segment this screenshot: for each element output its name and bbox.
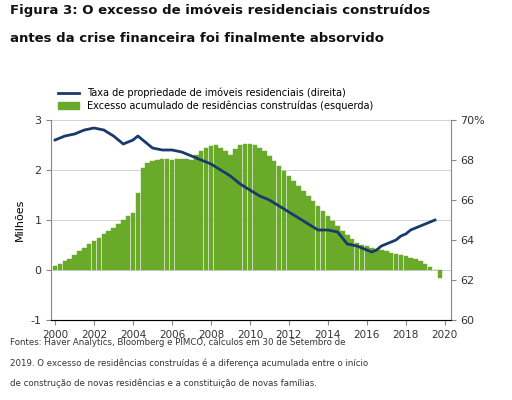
Bar	[360, 245, 364, 270]
Bar	[228, 155, 232, 270]
Bar	[374, 249, 379, 270]
Text: Fontes: Haver Analytics, Bloomberg e PIMCO, cálculos em 30 de Setembro de: Fontes: Haver Analytics, Bloomberg e PIM…	[10, 338, 346, 347]
Bar	[121, 220, 125, 270]
Bar	[345, 235, 350, 270]
Y-axis label: Milhões: Milhões	[15, 199, 25, 241]
Bar	[72, 255, 77, 270]
Bar	[155, 160, 160, 270]
Bar	[399, 255, 403, 270]
Bar	[262, 151, 267, 270]
Bar	[267, 156, 272, 270]
Bar	[301, 191, 306, 270]
Bar	[214, 145, 218, 270]
Bar	[106, 231, 111, 270]
Bar	[379, 250, 383, 270]
Bar	[272, 161, 276, 270]
Bar	[136, 192, 140, 270]
Bar	[180, 158, 184, 270]
Bar	[291, 181, 296, 270]
Bar	[204, 148, 208, 270]
Bar	[365, 246, 369, 270]
Bar	[277, 166, 282, 270]
Bar	[355, 242, 359, 270]
Bar	[340, 231, 345, 270]
Legend: Taxa de propriedade de imóveis residenciais (direita), Excesso acumulado de resi: Taxa de propriedade de imóveis residenci…	[56, 86, 375, 113]
Bar	[326, 216, 330, 270]
Bar	[62, 261, 67, 270]
Bar	[160, 159, 164, 270]
Bar	[252, 145, 257, 270]
Bar	[438, 270, 442, 278]
Bar	[175, 159, 179, 270]
Bar	[184, 159, 189, 270]
Bar	[403, 256, 408, 270]
Bar	[389, 252, 393, 270]
Bar	[82, 248, 87, 270]
Bar	[248, 144, 252, 270]
Bar	[58, 264, 62, 270]
Bar	[394, 254, 398, 270]
Bar	[199, 151, 203, 270]
Bar	[233, 149, 238, 270]
Bar	[350, 239, 354, 270]
Bar	[306, 196, 311, 270]
Text: 2019. O excesso de residências construídas é a diferença acumulada entre o iníci: 2019. O excesso de residências construíd…	[10, 358, 368, 368]
Bar	[409, 258, 413, 270]
Text: de construção de novas residências e a constituição de novas famílias.: de construção de novas residências e a c…	[10, 378, 317, 388]
Bar	[77, 251, 82, 270]
Bar	[418, 261, 422, 270]
Bar	[92, 241, 96, 270]
Bar	[223, 151, 228, 270]
Bar	[170, 160, 174, 270]
Bar	[131, 212, 135, 270]
Bar	[238, 145, 242, 270]
Bar	[384, 251, 389, 270]
Bar	[296, 186, 301, 270]
Bar	[209, 146, 213, 270]
Bar	[97, 238, 101, 270]
Bar	[116, 224, 121, 270]
Bar	[258, 148, 262, 270]
Bar	[219, 148, 223, 270]
Bar	[87, 244, 92, 270]
Text: antes da crise financeira foi finalmente absorvido: antes da crise financeira foi finalmente…	[10, 32, 384, 45]
Bar	[287, 176, 291, 270]
Bar	[423, 264, 428, 270]
Bar	[165, 159, 169, 270]
Bar	[145, 162, 150, 270]
Bar	[370, 248, 374, 270]
Bar	[53, 266, 57, 270]
Bar	[335, 226, 340, 270]
Bar	[126, 216, 131, 270]
Bar	[150, 161, 155, 270]
Bar	[243, 144, 247, 270]
Bar	[140, 168, 145, 270]
Bar	[321, 211, 325, 270]
Bar	[194, 155, 199, 270]
Bar	[428, 267, 432, 270]
Bar	[311, 201, 315, 270]
Bar	[282, 171, 286, 270]
Bar	[330, 221, 335, 270]
Bar	[111, 228, 116, 270]
Bar	[316, 206, 321, 270]
Bar	[189, 160, 194, 270]
Bar	[101, 234, 106, 270]
Text: Figura 3: O excesso de imóveis residenciais construídos: Figura 3: O excesso de imóveis residenci…	[10, 4, 431, 17]
Bar	[413, 259, 418, 270]
Bar	[68, 258, 72, 270]
